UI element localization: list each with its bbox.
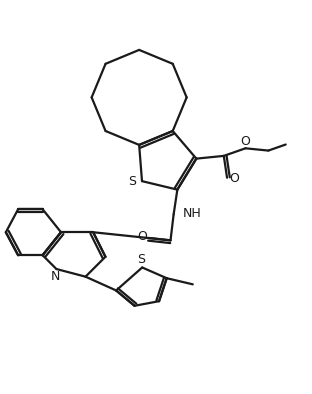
Text: O: O — [229, 172, 239, 185]
Text: O: O — [137, 230, 147, 243]
Text: S: S — [137, 253, 145, 266]
Text: S: S — [128, 175, 136, 188]
Text: N: N — [51, 270, 61, 283]
Text: O: O — [241, 135, 251, 148]
Text: NH: NH — [183, 207, 202, 220]
